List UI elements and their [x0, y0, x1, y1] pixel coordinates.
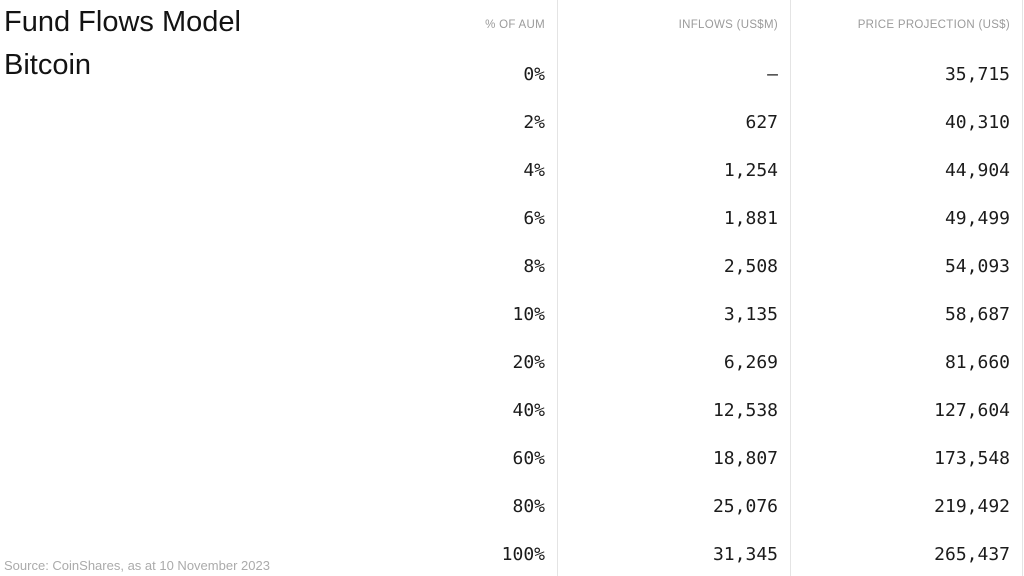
- figure-title-line2: Bitcoin: [4, 49, 92, 81]
- aum-cell: 0%: [523, 63, 545, 85]
- aum-column-header: % OF AUM: [485, 19, 545, 31]
- inflows-cell: 6,269: [723, 351, 778, 373]
- price-projection-cell: 265,437: [934, 543, 1010, 565]
- price-projection-cell: 54,093: [944, 255, 1010, 277]
- inflows-cell: 2,508: [723, 255, 778, 277]
- inflows-cell: 31,345: [712, 543, 778, 565]
- price-projection-cell: 81,660: [944, 351, 1010, 373]
- price-projection-cell: 35,715: [944, 63, 1010, 85]
- price-projection-cell: 49,499: [944, 207, 1010, 229]
- inflows-cell: 25,076: [712, 495, 778, 517]
- inflows-column: INFLOWS (US$M) – 627 1,254 1,881 2,508 3…: [558, 0, 791, 576]
- aum-cell: 60%: [512, 447, 545, 469]
- inflows-cell: 627: [745, 111, 778, 133]
- price-projection-column: PRICE PROJECTION (US$) 35,715 40,310 44,…: [791, 0, 1023, 576]
- aum-column: % OF AUM 0% 2% 4% 6% 8% 10% 20% 40% 60% …: [485, 0, 558, 576]
- inflows-cell: 12,538: [712, 399, 778, 421]
- price-projection-cell: 58,687: [944, 303, 1010, 325]
- aum-cell: 80%: [512, 495, 545, 517]
- aum-cell: 4%: [523, 159, 545, 181]
- aum-cell: 20%: [512, 351, 545, 373]
- inflows-cell: 1,881: [723, 207, 778, 229]
- figure-title: Fund Flows Model Bitcoin: [4, 1, 241, 87]
- inflows-cell: –: [767, 63, 778, 85]
- inflows-cell: 1,254: [723, 159, 778, 181]
- price-projection-cell: 40,310: [944, 111, 1010, 133]
- inflows-column-header: INFLOWS (US$M): [678, 19, 778, 31]
- aum-cell: 10%: [512, 303, 545, 325]
- inflows-cell: 18,807: [712, 447, 778, 469]
- inflows-cell: 3,135: [723, 303, 778, 325]
- aum-cell: 2%: [523, 111, 545, 133]
- aum-cell: 40%: [512, 399, 545, 421]
- aum-cell: 8%: [523, 255, 545, 277]
- aum-cell: 6%: [523, 207, 545, 229]
- price-projection-cell: 173,548: [934, 447, 1010, 469]
- price-projection-cell: 44,904: [944, 159, 1010, 181]
- source-note: Source: CoinShares, as at 10 November 20…: [4, 558, 270, 573]
- price-projection-column-header: PRICE PROJECTION (US$): [857, 19, 1010, 31]
- figure-title-line1: Fund Flows Model: [4, 6, 241, 38]
- aum-cell: 100%: [501, 543, 545, 565]
- price-projection-cell: 219,492: [934, 495, 1010, 517]
- price-projection-cell: 127,604: [934, 399, 1010, 421]
